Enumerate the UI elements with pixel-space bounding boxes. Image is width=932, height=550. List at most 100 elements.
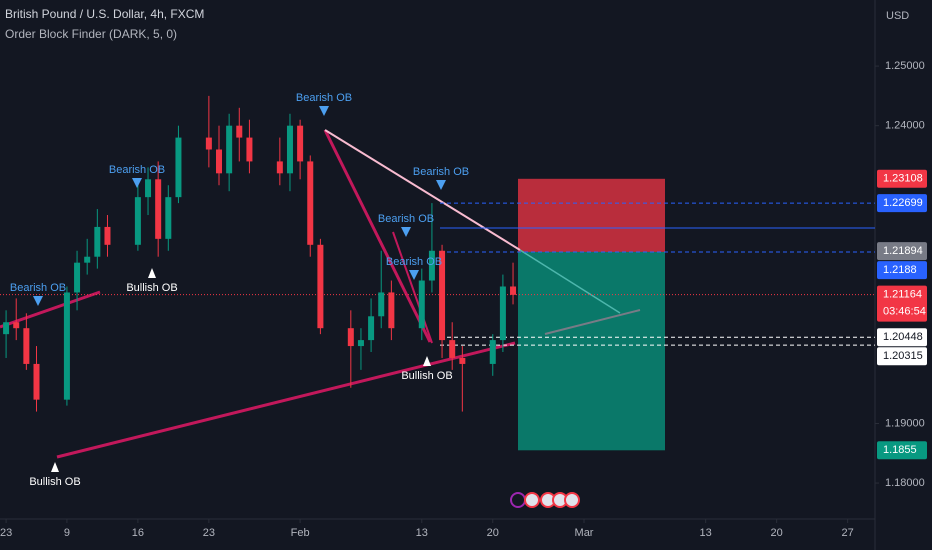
event-icon bbox=[510, 492, 526, 508]
ob-marker bbox=[409, 270, 419, 280]
candle-body bbox=[459, 357, 466, 364]
price-badge bbox=[877, 347, 927, 366]
price-badge-label: 1.20448 bbox=[883, 331, 923, 343]
candle-body bbox=[33, 363, 40, 400]
chart-title: British Pound / U.S. Dollar, 4h, FXCM bbox=[5, 7, 204, 21]
event-icon bbox=[564, 492, 580, 508]
candle-body bbox=[94, 226, 101, 257]
candle-body bbox=[297, 125, 304, 162]
candle-body bbox=[74, 262, 81, 293]
candle-body bbox=[165, 197, 172, 239]
candle-body bbox=[84, 256, 91, 263]
price-badge bbox=[877, 441, 927, 460]
price-badge-label: 1.20315 bbox=[883, 350, 923, 362]
candle-body bbox=[104, 226, 111, 245]
candle-body bbox=[216, 149, 223, 174]
candle-body bbox=[175, 137, 182, 198]
candle-body bbox=[63, 292, 70, 400]
y-tick-label: 1.18000 bbox=[885, 477, 925, 489]
drawings: 1.18000 1.19000 1.24000 1.25000 23 9 16 23 Feb 13… bbox=[0, 60, 927, 539]
ob-marker bbox=[132, 178, 142, 188]
candle-body bbox=[489, 340, 496, 364]
candle-body bbox=[205, 137, 212, 150]
x-tick-label: 27 bbox=[841, 527, 853, 539]
candle-body bbox=[317, 244, 324, 329]
candle-body bbox=[347, 328, 354, 347]
candle-body bbox=[439, 250, 446, 341]
order-block-label: Bullish OB bbox=[401, 370, 452, 382]
price-badge bbox=[877, 242, 927, 261]
order-block-label: Bearish OB bbox=[296, 92, 352, 104]
candle-body bbox=[226, 125, 233, 174]
trend-line bbox=[56, 341, 516, 459]
price-badge-label: 1.1855 bbox=[883, 444, 917, 456]
x-tick-label: 20 bbox=[771, 527, 783, 539]
x-tick-label: 23 bbox=[203, 527, 215, 539]
ob-marker bbox=[436, 180, 446, 190]
x-tick-label: 23 bbox=[0, 527, 12, 539]
candle-body bbox=[23, 328, 30, 364]
trend-line bbox=[392, 231, 433, 344]
price-badge-label: 1.21164 bbox=[883, 289, 922, 301]
x-tick-label: 20 bbox=[487, 527, 499, 539]
y-tick-label: 1.24000 bbox=[885, 120, 925, 132]
price-badge bbox=[877, 328, 927, 347]
price-badge bbox=[877, 194, 927, 213]
ob-marker bbox=[51, 462, 59, 472]
candle-body bbox=[236, 125, 243, 138]
ob-marker bbox=[148, 268, 156, 278]
price-badge-label: 1.2188 bbox=[883, 264, 917, 276]
order-block-label: Bearish OB bbox=[109, 164, 165, 176]
candle-body bbox=[3, 322, 10, 335]
target-zone bbox=[518, 251, 665, 451]
trend-line bbox=[324, 129, 521, 251]
candle-body bbox=[449, 340, 456, 358]
candle-body bbox=[286, 125, 293, 174]
countdown: 03:46:54 bbox=[883, 306, 926, 318]
currency: USD bbox=[886, 10, 909, 22]
x-tick-label: Feb bbox=[291, 527, 310, 539]
price-badge bbox=[877, 285, 927, 322]
candle-body bbox=[134, 197, 141, 245]
x-tick-label: 9 bbox=[64, 527, 70, 539]
candle-body bbox=[357, 340, 364, 347]
order-block-label: Bearish OB bbox=[413, 166, 469, 178]
event-icons bbox=[510, 492, 580, 508]
candle-body bbox=[368, 316, 375, 341]
candle-body bbox=[418, 280, 425, 329]
price-badge-label: 1.22699 bbox=[883, 197, 923, 209]
indicator-title: Order Block Finder (DARK, 5, 0) bbox=[5, 27, 177, 41]
order-block-label: Bullish OB bbox=[29, 476, 80, 488]
price-badge bbox=[877, 169, 927, 188]
y-tick-label: 1.25000 bbox=[885, 60, 925, 72]
ob-marker bbox=[319, 106, 329, 116]
stop-zone bbox=[518, 178, 665, 252]
trend-line bbox=[519, 249, 621, 314]
x-tick-label: 13 bbox=[416, 527, 428, 539]
y-tick-label: 1.19000 bbox=[885, 417, 925, 429]
candle-body bbox=[428, 250, 435, 281]
x-tick-label: Mar bbox=[575, 527, 594, 539]
ob-marker bbox=[33, 296, 43, 306]
candle-body bbox=[307, 161, 314, 245]
order-block-label: Bearish OB bbox=[10, 282, 66, 294]
candle-body bbox=[378, 292, 385, 317]
candle-body bbox=[145, 179, 152, 198]
price-badge-label: 1.21894 bbox=[883, 245, 923, 257]
ob-marker bbox=[423, 356, 431, 366]
order-block-label: Bearish OB bbox=[386, 256, 442, 268]
trend-line bbox=[544, 309, 641, 335]
trend-line bbox=[323, 129, 432, 343]
candle-body bbox=[499, 286, 506, 341]
order-block-label: Bullish OB bbox=[126, 282, 177, 294]
candle-body bbox=[510, 286, 517, 295]
ob-marker bbox=[401, 227, 411, 237]
price-badge-label: 1.23108 bbox=[883, 173, 923, 185]
candle-body bbox=[246, 137, 253, 162]
x-tick-label: 13 bbox=[700, 527, 712, 539]
candle-body bbox=[388, 292, 395, 329]
candle-body bbox=[13, 322, 20, 329]
